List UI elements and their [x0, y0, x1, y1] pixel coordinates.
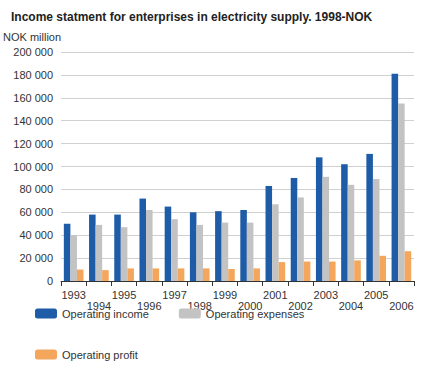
svg-text:120 000: 120 000 — [13, 138, 53, 150]
svg-text:Income statment for enterprise: Income statment for enterprises in elect… — [11, 10, 373, 24]
svg-text:100 000: 100 000 — [13, 161, 53, 173]
svg-text:1993: 1993 — [61, 289, 85, 301]
svg-text:2001: 2001 — [263, 289, 287, 301]
svg-text:2006: 2006 — [389, 300, 413, 312]
svg-text:180 000: 180 000 — [13, 69, 53, 81]
svg-text:20 000: 20 000 — [19, 252, 53, 264]
svg-text:2003: 2003 — [314, 289, 338, 301]
svg-text:1994: 1994 — [86, 299, 112, 312]
svg-text:200 000: 200 000 — [13, 46, 53, 58]
svg-text:160 000: 160 000 — [13, 92, 53, 104]
svg-text:Operating income: Operating income — [62, 308, 149, 320]
svg-text:0: 0 — [47, 275, 53, 287]
svg-text:40 000: 40 000 — [19, 229, 53, 241]
svg-text:Operating expenses: Operating expenses — [206, 308, 305, 320]
svg-text:1998: 1998 — [187, 299, 212, 312]
svg-text:2000: 2000 — [237, 299, 263, 312]
svg-text:1995: 1995 — [112, 289, 136, 301]
svg-text:60 000: 60 000 — [19, 206, 53, 218]
svg-text:2005: 2005 — [364, 289, 388, 301]
svg-text:Operating profit: Operating profit — [62, 349, 138, 361]
svg-text:80 000: 80 000 — [19, 183, 53, 195]
svg-text:140 000: 140 000 — [13, 115, 53, 127]
svg-text:1997: 1997 — [162, 289, 186, 301]
svg-text:NOK million: NOK million — [3, 31, 61, 43]
svg-text:2002: 2002 — [288, 299, 313, 312]
svg-text:1996: 1996 — [137, 299, 162, 312]
svg-text:1999: 1999 — [213, 289, 237, 301]
svg-text:2004: 2004 — [339, 300, 363, 312]
